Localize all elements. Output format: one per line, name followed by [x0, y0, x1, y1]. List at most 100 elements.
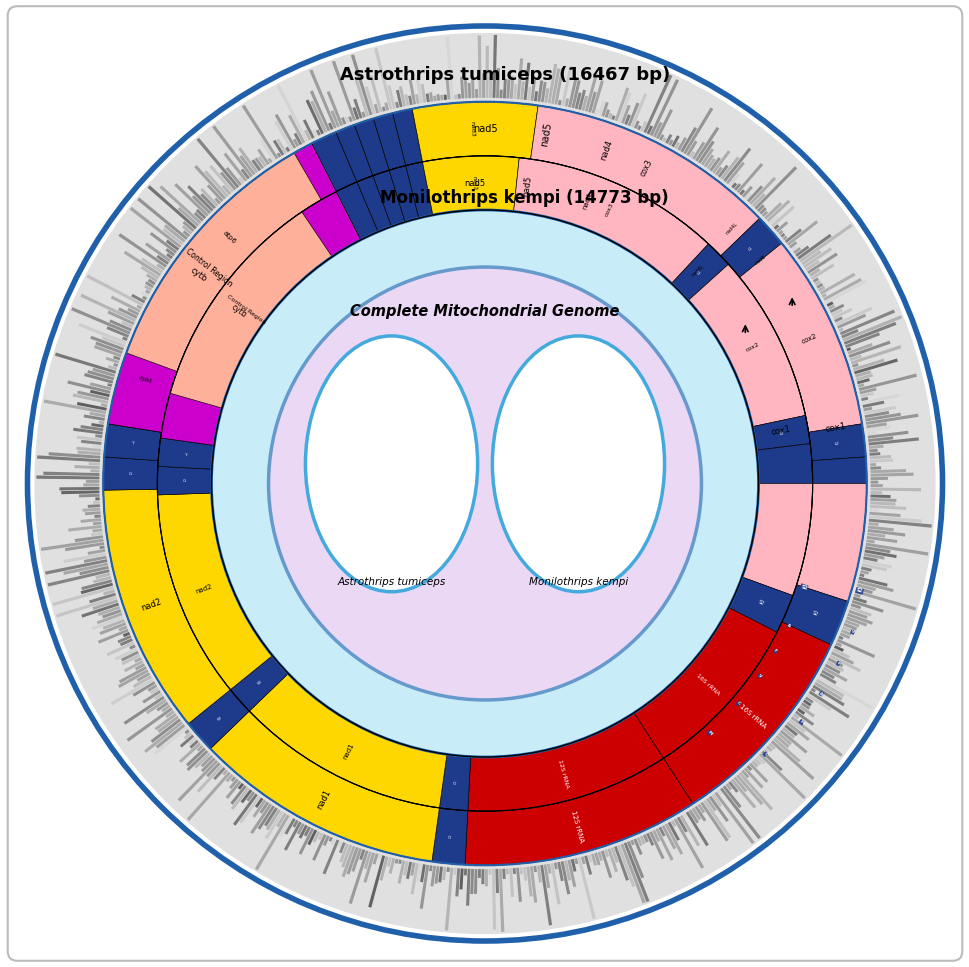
Wedge shape: [316, 130, 321, 135]
Wedge shape: [302, 119, 314, 139]
Wedge shape: [278, 816, 293, 837]
Wedge shape: [866, 529, 904, 537]
Wedge shape: [810, 688, 815, 692]
Wedge shape: [170, 156, 812, 484]
Wedge shape: [784, 724, 797, 736]
Wedge shape: [344, 116, 349, 124]
Wedge shape: [254, 158, 264, 169]
Wedge shape: [298, 828, 314, 855]
Wedge shape: [637, 126, 641, 131]
Wedge shape: [491, 869, 496, 929]
Wedge shape: [406, 862, 412, 879]
Wedge shape: [784, 228, 801, 243]
Wedge shape: [194, 212, 203, 221]
Wedge shape: [68, 380, 110, 394]
Wedge shape: [854, 590, 916, 610]
Wedge shape: [255, 814, 290, 870]
Wedge shape: [77, 402, 107, 411]
Wedge shape: [209, 164, 234, 192]
Wedge shape: [459, 76, 464, 99]
Wedge shape: [284, 822, 301, 851]
Wedge shape: [688, 264, 804, 426]
Wedge shape: [627, 103, 639, 126]
Wedge shape: [495, 68, 499, 98]
Wedge shape: [389, 165, 419, 222]
Wedge shape: [867, 522, 878, 526]
Wedge shape: [222, 770, 228, 776]
Wedge shape: [137, 305, 142, 309]
Wedge shape: [575, 93, 581, 109]
Wedge shape: [83, 484, 99, 486]
Wedge shape: [831, 648, 849, 659]
Text: cox2: cox2: [744, 341, 760, 353]
Text: W: W: [257, 680, 263, 686]
Text: nad1: nad1: [315, 788, 332, 811]
Wedge shape: [661, 825, 675, 849]
Wedge shape: [633, 838, 641, 855]
Wedge shape: [297, 823, 304, 835]
Wedge shape: [695, 127, 719, 161]
Wedge shape: [777, 732, 791, 746]
Wedge shape: [865, 540, 874, 543]
Wedge shape: [276, 138, 287, 154]
Wedge shape: [154, 713, 176, 730]
Wedge shape: [867, 437, 918, 446]
Wedge shape: [141, 291, 148, 297]
Wedge shape: [868, 445, 883, 449]
Wedge shape: [853, 359, 897, 374]
Wedge shape: [124, 250, 161, 277]
Wedge shape: [446, 867, 450, 872]
Wedge shape: [402, 861, 408, 875]
Wedge shape: [257, 149, 269, 165]
Wedge shape: [443, 95, 447, 100]
Text: 16S rRNA: 16S rRNA: [695, 673, 720, 696]
Wedge shape: [865, 414, 918, 425]
Wedge shape: [564, 99, 569, 106]
Text: nad5: nad5: [472, 124, 497, 133]
Wedge shape: [309, 90, 329, 132]
Wedge shape: [464, 758, 692, 865]
Wedge shape: [272, 140, 284, 156]
Wedge shape: [858, 576, 887, 587]
Wedge shape: [141, 266, 159, 279]
Wedge shape: [177, 760, 218, 802]
Wedge shape: [584, 73, 598, 112]
Wedge shape: [634, 121, 639, 129]
Wedge shape: [840, 630, 851, 635]
Wedge shape: [754, 166, 797, 210]
Wedge shape: [107, 326, 129, 337]
Wedge shape: [182, 225, 192, 235]
Wedge shape: [634, 607, 776, 758]
Wedge shape: [157, 493, 272, 689]
Wedge shape: [790, 717, 842, 757]
Wedge shape: [394, 859, 398, 864]
Wedge shape: [866, 431, 876, 435]
Wedge shape: [716, 790, 722, 795]
Wedge shape: [68, 525, 102, 532]
Wedge shape: [453, 868, 456, 875]
Text: cox3: cox3: [604, 202, 614, 218]
Wedge shape: [759, 207, 766, 215]
Wedge shape: [99, 421, 105, 425]
Wedge shape: [731, 183, 736, 189]
Wedge shape: [249, 673, 447, 808]
Wedge shape: [179, 743, 201, 763]
Wedge shape: [600, 851, 611, 878]
Wedge shape: [781, 585, 847, 645]
Wedge shape: [761, 750, 782, 772]
Wedge shape: [743, 768, 763, 789]
Wedge shape: [276, 813, 287, 828]
Wedge shape: [108, 310, 135, 325]
Wedge shape: [239, 796, 261, 824]
Wedge shape: [665, 134, 672, 144]
Wedge shape: [734, 183, 740, 190]
Wedge shape: [331, 61, 356, 121]
Wedge shape: [188, 689, 249, 748]
Wedge shape: [264, 807, 277, 827]
Wedge shape: [866, 533, 885, 538]
Wedge shape: [835, 307, 871, 326]
Wedge shape: [337, 841, 342, 848]
Wedge shape: [682, 813, 687, 819]
Wedge shape: [822, 667, 847, 682]
Wedge shape: [81, 602, 119, 618]
